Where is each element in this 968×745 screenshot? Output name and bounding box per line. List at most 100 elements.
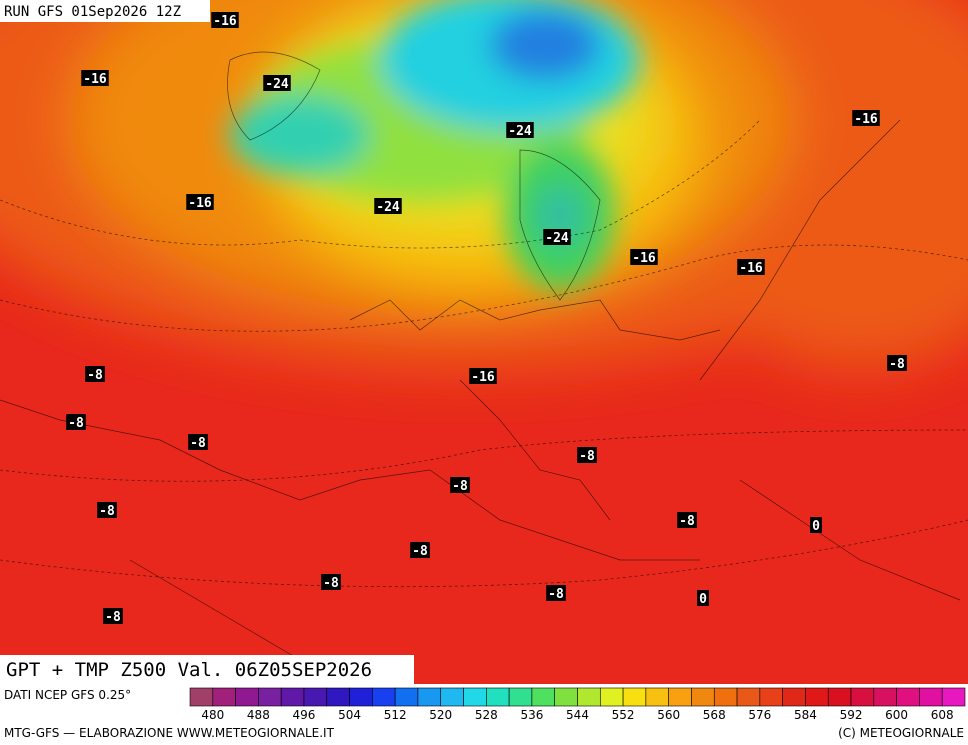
colorbar-tick-label: 528 (475, 708, 498, 722)
credits: MTG-GFS — ELABORAZIONE WWW.METEOGIORNALE… (4, 726, 335, 740)
colorbar-swatch (645, 687, 669, 707)
colorbar-swatch (827, 687, 852, 707)
contour-label-box (887, 355, 907, 371)
contour-label: -24 (506, 122, 534, 139)
contour-label-text: -8 (548, 587, 564, 602)
contour-label: -8 (546, 585, 566, 602)
colorbar-swatch (440, 687, 464, 707)
contour-label-box (186, 194, 214, 210)
contour-label-text: 0 (812, 519, 820, 534)
contour-label: 0 (810, 517, 822, 534)
contour-label-text: -8 (99, 504, 115, 519)
run-box (0, 0, 210, 22)
colorbar-swatch (668, 687, 692, 707)
colorbar-swatch (531, 687, 556, 707)
colorbar-swatch (326, 687, 350, 707)
contour-label: -8 (97, 502, 117, 519)
colorbar-tick-label: 536 (520, 708, 543, 722)
colorbar-tick-label: 576 (748, 708, 771, 722)
contour-label-text: -8 (87, 368, 103, 383)
colorbar-swatch (394, 687, 419, 707)
colorbar-tick-label: 496 (293, 708, 316, 722)
isohypses (0, 119, 968, 588)
contour-label: -8 (103, 608, 123, 625)
copyright: (C) METEOGIORNALE (838, 726, 964, 740)
colorbar-swatch (577, 687, 601, 707)
colorbar-tick-label: 568 (703, 708, 726, 722)
contour-label: -16 (737, 259, 765, 276)
contour-label: -16 (211, 12, 239, 29)
contour-label: -8 (887, 355, 907, 372)
colorbar-tick-label: 584 (794, 708, 817, 722)
colorbar-swatch (258, 687, 282, 707)
colorbar-swatch (941, 687, 966, 707)
contour-label-text: -16 (739, 261, 763, 276)
contour-label: -24 (543, 229, 571, 246)
contour-label-box (543, 229, 571, 245)
contour-label-text: -24 (545, 231, 569, 246)
colorbar-swatch (782, 687, 806, 707)
colorbar-swatch (759, 687, 783, 707)
contour-label: -16 (186, 194, 214, 211)
colorbar-tick-label: 488 (247, 708, 270, 722)
contour-label-box (677, 512, 697, 528)
contour-label: -8 (321, 574, 341, 591)
contour-label-text: -24 (376, 200, 400, 215)
contour-label-box (97, 502, 117, 518)
contour-label-box (103, 608, 123, 624)
colorbar-swatch (805, 687, 829, 707)
contour-label-box (321, 574, 341, 590)
colorbar-swatch (736, 687, 761, 707)
colorbar-tick-label: 560 (657, 708, 680, 722)
contour-label-text: -24 (265, 77, 289, 92)
colorbar-swatch (372, 687, 396, 707)
contour-label-text: -24 (508, 124, 532, 139)
contour-label-box (211, 12, 239, 28)
colorbar-tick-label: 544 (566, 708, 589, 722)
colorbar-tick-label: 552 (612, 708, 635, 722)
colorbar-tick-label: 512 (384, 708, 407, 722)
contour-label-box (85, 366, 105, 382)
contour-label: -16 (630, 249, 658, 266)
temperature-field (0, 0, 968, 684)
contour-label-box (737, 259, 765, 275)
colorbar-swatch (235, 687, 259, 707)
contour-label: -16 (469, 368, 497, 385)
colorbar-swatch (919, 687, 943, 707)
colorbar-tick-label: 608 (931, 708, 954, 722)
contour-label-text: 0 (699, 592, 707, 607)
contour-label-text: -8 (679, 514, 695, 529)
contour-label-box (374, 198, 402, 214)
contour-label-box (546, 585, 566, 601)
contour-label: -8 (410, 542, 430, 559)
contour-label-text: -8 (579, 449, 595, 464)
colorbar-swatch (212, 687, 236, 707)
colorbar-swatch (486, 687, 510, 707)
contour-label-text: -8 (412, 544, 428, 559)
colorbar-swatch (622, 687, 647, 707)
colorbar-swatch (850, 687, 875, 707)
colorbar-swatch (896, 687, 920, 707)
colorbar-tick-label: 520 (429, 708, 452, 722)
colorbar-tick-label: 504 (338, 708, 361, 722)
coastlines (0, 51, 961, 661)
colorbar-swatch (280, 687, 305, 707)
contour-label: -24 (263, 75, 291, 92)
contour-label-text: -8 (452, 479, 468, 494)
colorbar-swatch (873, 687, 897, 707)
run-label: RUN GFS 01Sep2026 12Z (4, 4, 181, 20)
contour-label: -8 (577, 447, 597, 464)
colorbar-swatch (691, 687, 715, 707)
contour-label-text: -16 (83, 72, 107, 87)
contour-label: -8 (188, 434, 208, 451)
contour-label-text: -16 (854, 112, 878, 127)
colorbar-swatch (303, 687, 328, 707)
contour-label-text: -16 (471, 370, 495, 385)
contour-label-box (577, 447, 597, 463)
contour-label-text: -8 (105, 610, 121, 625)
colorbar-swatch (508, 687, 533, 707)
source: DATI NCEP GFS 0.25° (4, 688, 131, 702)
contour-label-box (66, 414, 86, 430)
